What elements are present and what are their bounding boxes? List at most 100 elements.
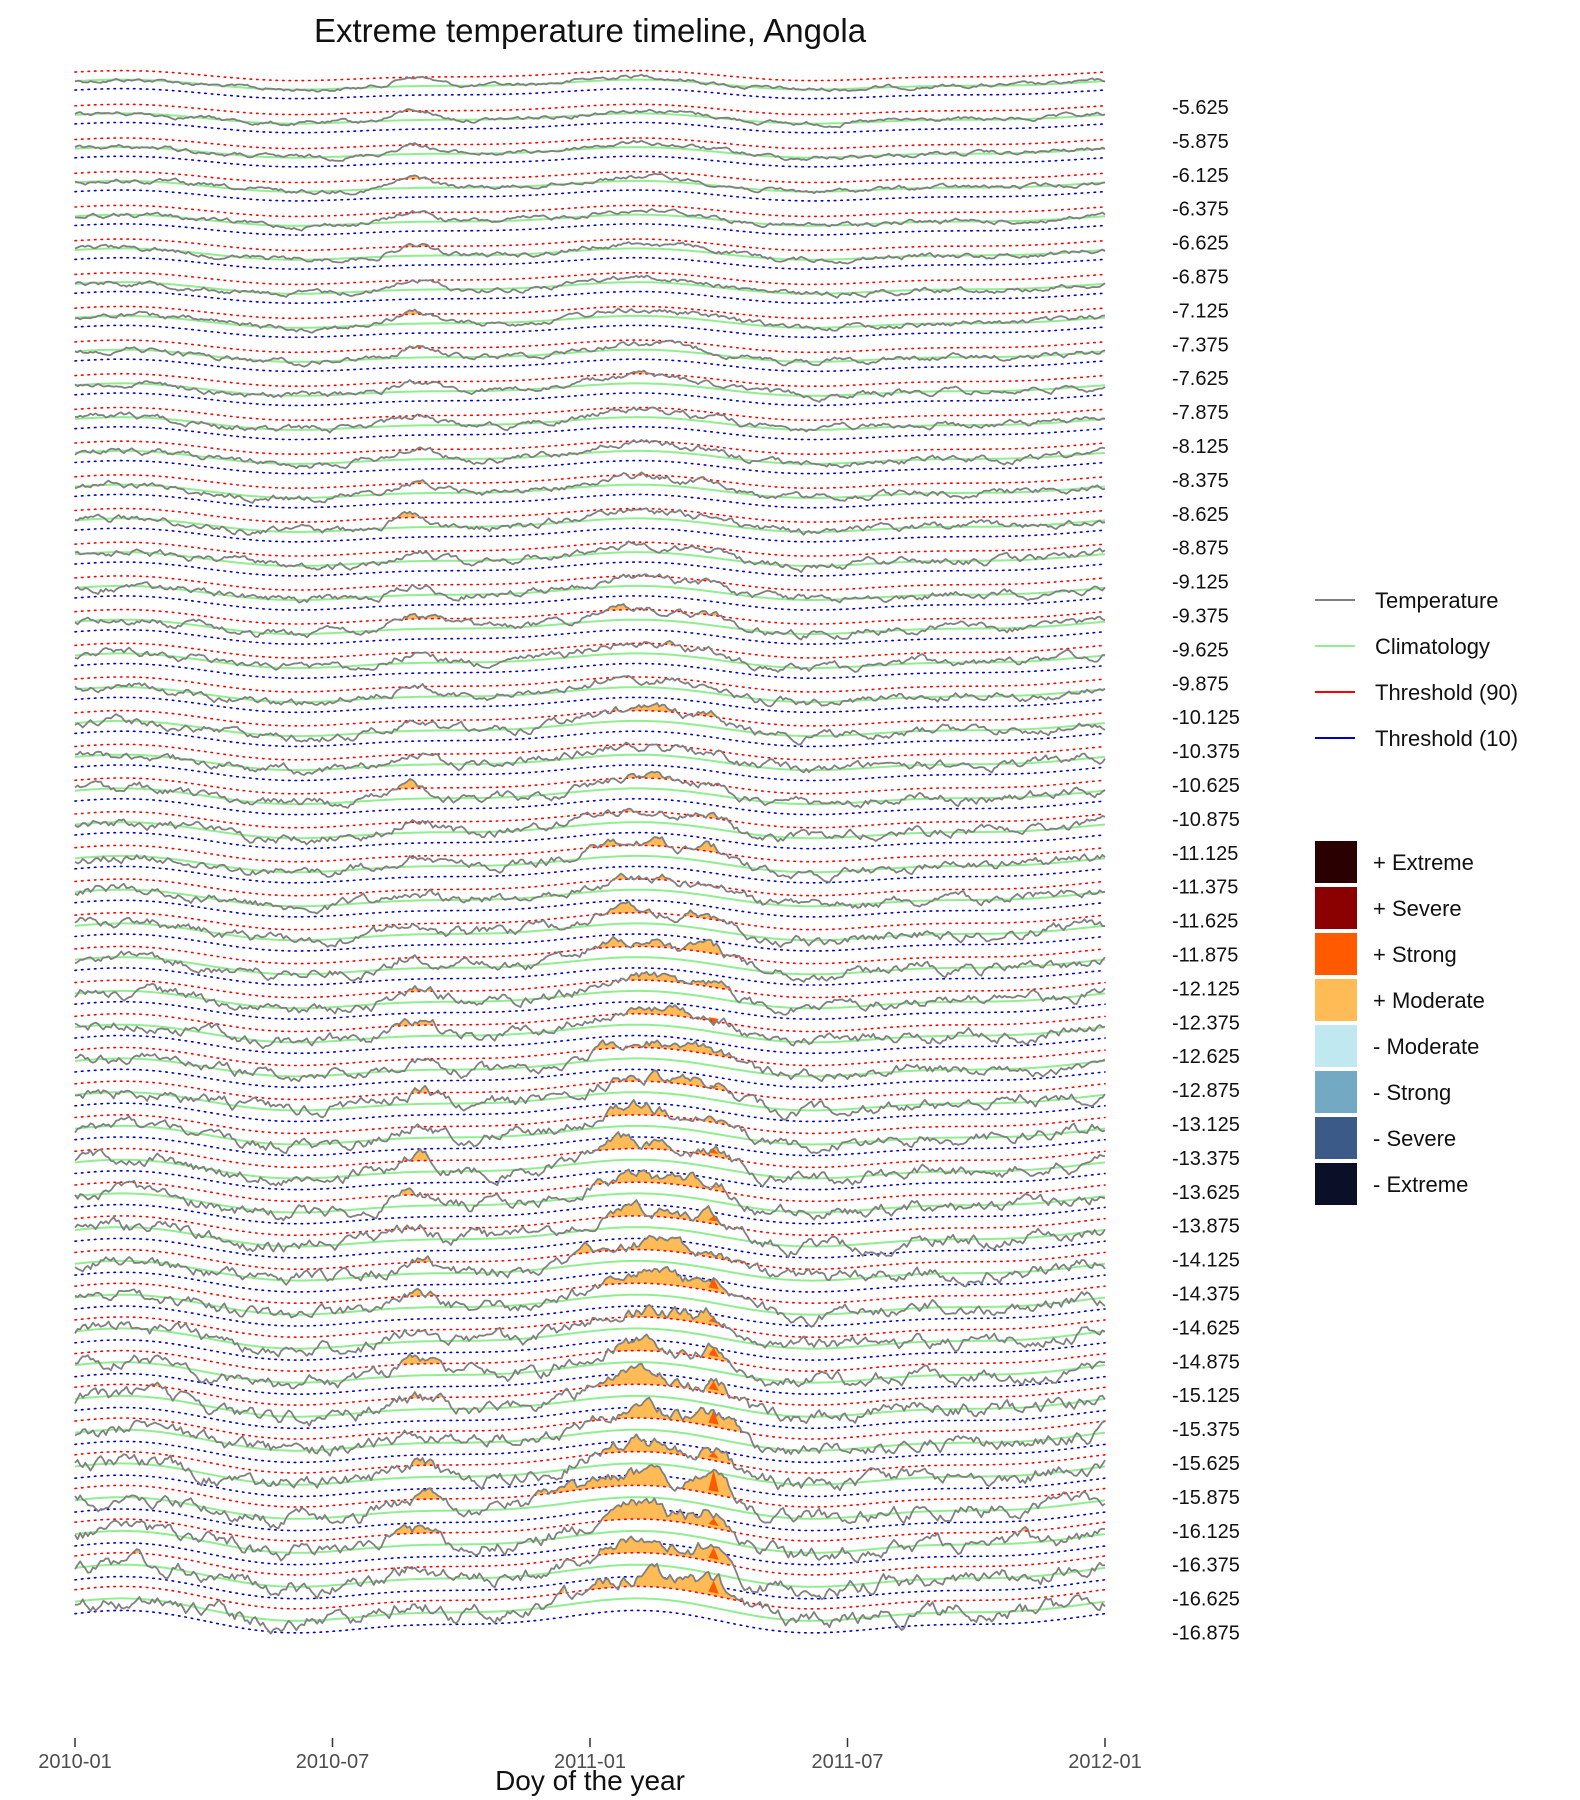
ridge-label: -6.125	[1172, 165, 1229, 187]
ridge-label: -6.625	[1172, 233, 1229, 255]
ridge-label: -7.375	[1172, 334, 1229, 356]
threshold-10-line	[74, 121, 1106, 134]
moderate-exceedance-area	[615, 1334, 663, 1352]
ridge-row	[74, 69, 1106, 100]
ridge-label: -10.625	[1172, 775, 1240, 797]
ridge-row	[74, 770, 1106, 816]
threshold-90-line	[74, 1585, 1106, 1610]
climatology-line	[74, 1226, 1106, 1248]
ridge-lines	[74, 69, 1106, 1635]
strong-exceedance-area	[708, 1518, 719, 1527]
ridge-row	[74, 1535, 1106, 1601]
ridge-row	[74, 1303, 1106, 1361]
ridge-label: -13.625	[1172, 1182, 1240, 1204]
ridge-row	[74, 1099, 1106, 1157]
temperature-line	[74, 1234, 1106, 1288]
temperature-line	[74, 471, 1106, 504]
threshold-90-line	[74, 1215, 1106, 1237]
temperature-line	[74, 1497, 1106, 1563]
climatology-line	[74, 1158, 1106, 1180]
temperature-line	[74, 108, 1106, 129]
strong-exceedance-area	[708, 1017, 719, 1026]
moderate-exceedance-area	[595, 1132, 639, 1151]
ridge-row	[74, 971, 1106, 1020]
ridge-row	[74, 1464, 1106, 1532]
temperature-line	[74, 807, 1106, 846]
ridge-row	[74, 640, 1106, 679]
climatology-line	[74, 551, 1106, 567]
threshold-90-line	[74, 137, 1106, 150]
temperature-line	[74, 1099, 1106, 1155]
strong-exceedance-area	[708, 1148, 719, 1155]
temperature-line	[74, 339, 1106, 368]
legend-line-label: Threshold (90)	[1375, 680, 1518, 705]
x-axis-label: Doy of the year	[495, 1765, 685, 1796]
threshold-10-line	[74, 358, 1106, 373]
temperature-line	[74, 603, 1106, 641]
legend-swatch	[1315, 933, 1357, 975]
ridge-label: -15.875	[1172, 1487, 1240, 1509]
threshold-90-line	[74, 305, 1106, 320]
temperature-line	[74, 900, 1105, 948]
legend-swatch	[1315, 979, 1357, 1021]
threshold-10-line	[74, 223, 1106, 236]
ridge-row	[74, 1265, 1106, 1328]
legend-category-label: - Severe	[1373, 1126, 1456, 1151]
temperature-line	[74, 971, 1106, 1016]
ridge-row	[74, 603, 1106, 645]
ridge-label: -7.875	[1172, 402, 1229, 424]
moderate-exceedance-area	[590, 1578, 614, 1590]
threshold-90-line	[74, 406, 1106, 421]
legend-category-label: + Severe	[1373, 896, 1462, 921]
ridge-row	[74, 1362, 1106, 1430]
ridge-row	[74, 1333, 1106, 1395]
ridge-row	[74, 507, 1106, 543]
threshold-10-line	[74, 426, 1106, 441]
ridge-row	[74, 204, 1106, 236]
ridge-label: -8.375	[1172, 470, 1229, 492]
climatology-line	[74, 686, 1106, 704]
temperature-line	[74, 172, 1106, 196]
climatology-line	[74, 78, 1106, 91]
climatology-line	[74, 1597, 1106, 1622]
ridge-label: -16.375	[1172, 1555, 1240, 1577]
ridge-row	[74, 935, 1106, 986]
x-tick-label: 2010-01	[38, 1751, 111, 1773]
legend-category-label: + Strong	[1373, 942, 1457, 967]
climatology-line	[74, 517, 1106, 533]
temperature-line	[74, 241, 1106, 265]
threshold-10-line	[74, 1000, 1106, 1020]
moderate-exceedance-area	[602, 1434, 686, 1456]
moderate-exceedance-area	[605, 604, 629, 611]
ridge-label: -9.125	[1172, 572, 1229, 594]
chart-title: Extreme temperature timeline, Angola	[314, 12, 867, 49]
moderate-exceedance-area	[695, 841, 719, 853]
temperature-line	[74, 369, 1106, 403]
ridge-label: -11.625	[1172, 911, 1238, 933]
ridge-label: -6.875	[1172, 267, 1229, 289]
ridge-row	[74, 1497, 1106, 1566]
moderate-exceedance-area	[620, 1563, 742, 1602]
temperature-line	[74, 139, 1106, 162]
ridge-label: -7.625	[1172, 368, 1229, 390]
threshold-10-line	[74, 662, 1106, 679]
temperature-line	[74, 307, 1106, 334]
ridge-row	[74, 807, 1106, 850]
legend-swatch	[1315, 887, 1357, 929]
threshold-90-line	[74, 507, 1106, 523]
moderate-exceedance-area	[412, 1458, 433, 1466]
temperature-line	[74, 1168, 1106, 1222]
threshold-10-line	[74, 459, 1106, 475]
ridge-row	[74, 836, 1106, 884]
threshold-90-line	[74, 1450, 1106, 1474]
temperature-line	[74, 439, 1106, 470]
moderate-exceedance-area	[602, 1498, 732, 1532]
ridge-label: -12.875	[1172, 1080, 1240, 1102]
legend-category-label: - Extreme	[1373, 1172, 1468, 1197]
temperature-line	[74, 1265, 1106, 1328]
climatology-line	[74, 989, 1106, 1010]
temperature-line	[74, 1199, 1106, 1259]
climatology-line	[74, 888, 1106, 908]
ridge-row	[74, 271, 1106, 304]
